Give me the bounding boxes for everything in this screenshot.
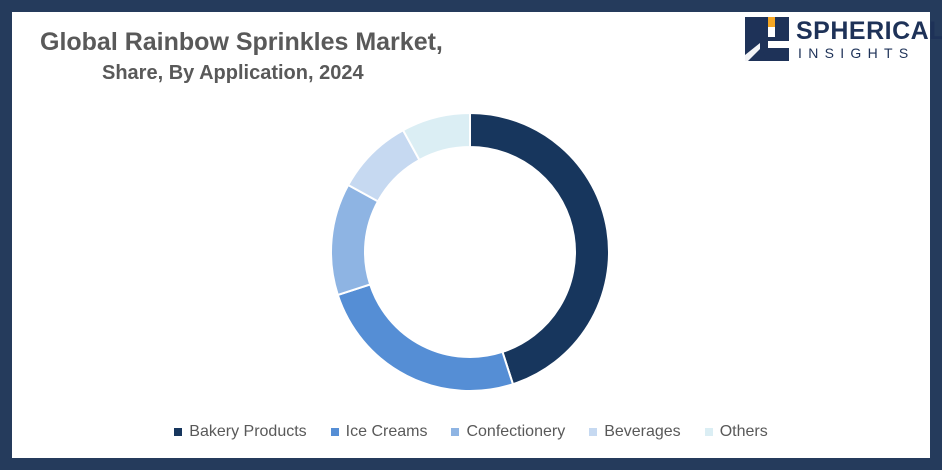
- logo-word-insights: INSIGHTS: [798, 45, 915, 61]
- legend-label: Ice Creams: [345, 423, 428, 440]
- legend-item-confectionery: Confectionery: [451, 423, 565, 441]
- donut-slice-bakery-products: [469, 111, 610, 386]
- legend-label: Confectionery: [466, 423, 566, 440]
- chart-title: Global Rainbow Sprinkles Market,: [40, 28, 443, 56]
- legend-label: Others: [719, 423, 768, 440]
- company-logo: SPHERICAL INSIGHTS: [745, 17, 942, 63]
- legend-item-bakery-products: Bakery Products: [174, 423, 307, 441]
- logo-mark-icon: [745, 17, 789, 61]
- legend-swatch: [589, 428, 598, 436]
- legend-item-others: Others: [704, 423, 768, 441]
- donut-slice-others: [401, 111, 471, 162]
- donut-slice-ice-creams: [336, 283, 515, 392]
- legend-label: Bakery Products: [189, 423, 307, 440]
- legend-swatch: [704, 428, 713, 436]
- donut-slice-confectionery: [330, 183, 380, 297]
- legend-swatch: [451, 428, 460, 436]
- legend-item-ice-creams: Ice Creams: [330, 423, 428, 441]
- legend-swatch: [330, 428, 339, 436]
- donut-chart: [330, 111, 610, 392]
- logo-word-spherical: SPHERICAL: [796, 17, 942, 45]
- chart-subtitle: Share, By Application, 2024: [102, 62, 364, 84]
- legend-item-beverages: Beverages: [589, 423, 681, 441]
- legend-label: Beverages: [604, 423, 681, 440]
- chart-legend: Bakery Products Ice Creams Confectionery Be…: [12, 423, 930, 441]
- legend-swatch: [174, 428, 183, 436]
- chart-card: Global Rainbow Sprinkles Market, Share, …: [12, 12, 942, 458]
